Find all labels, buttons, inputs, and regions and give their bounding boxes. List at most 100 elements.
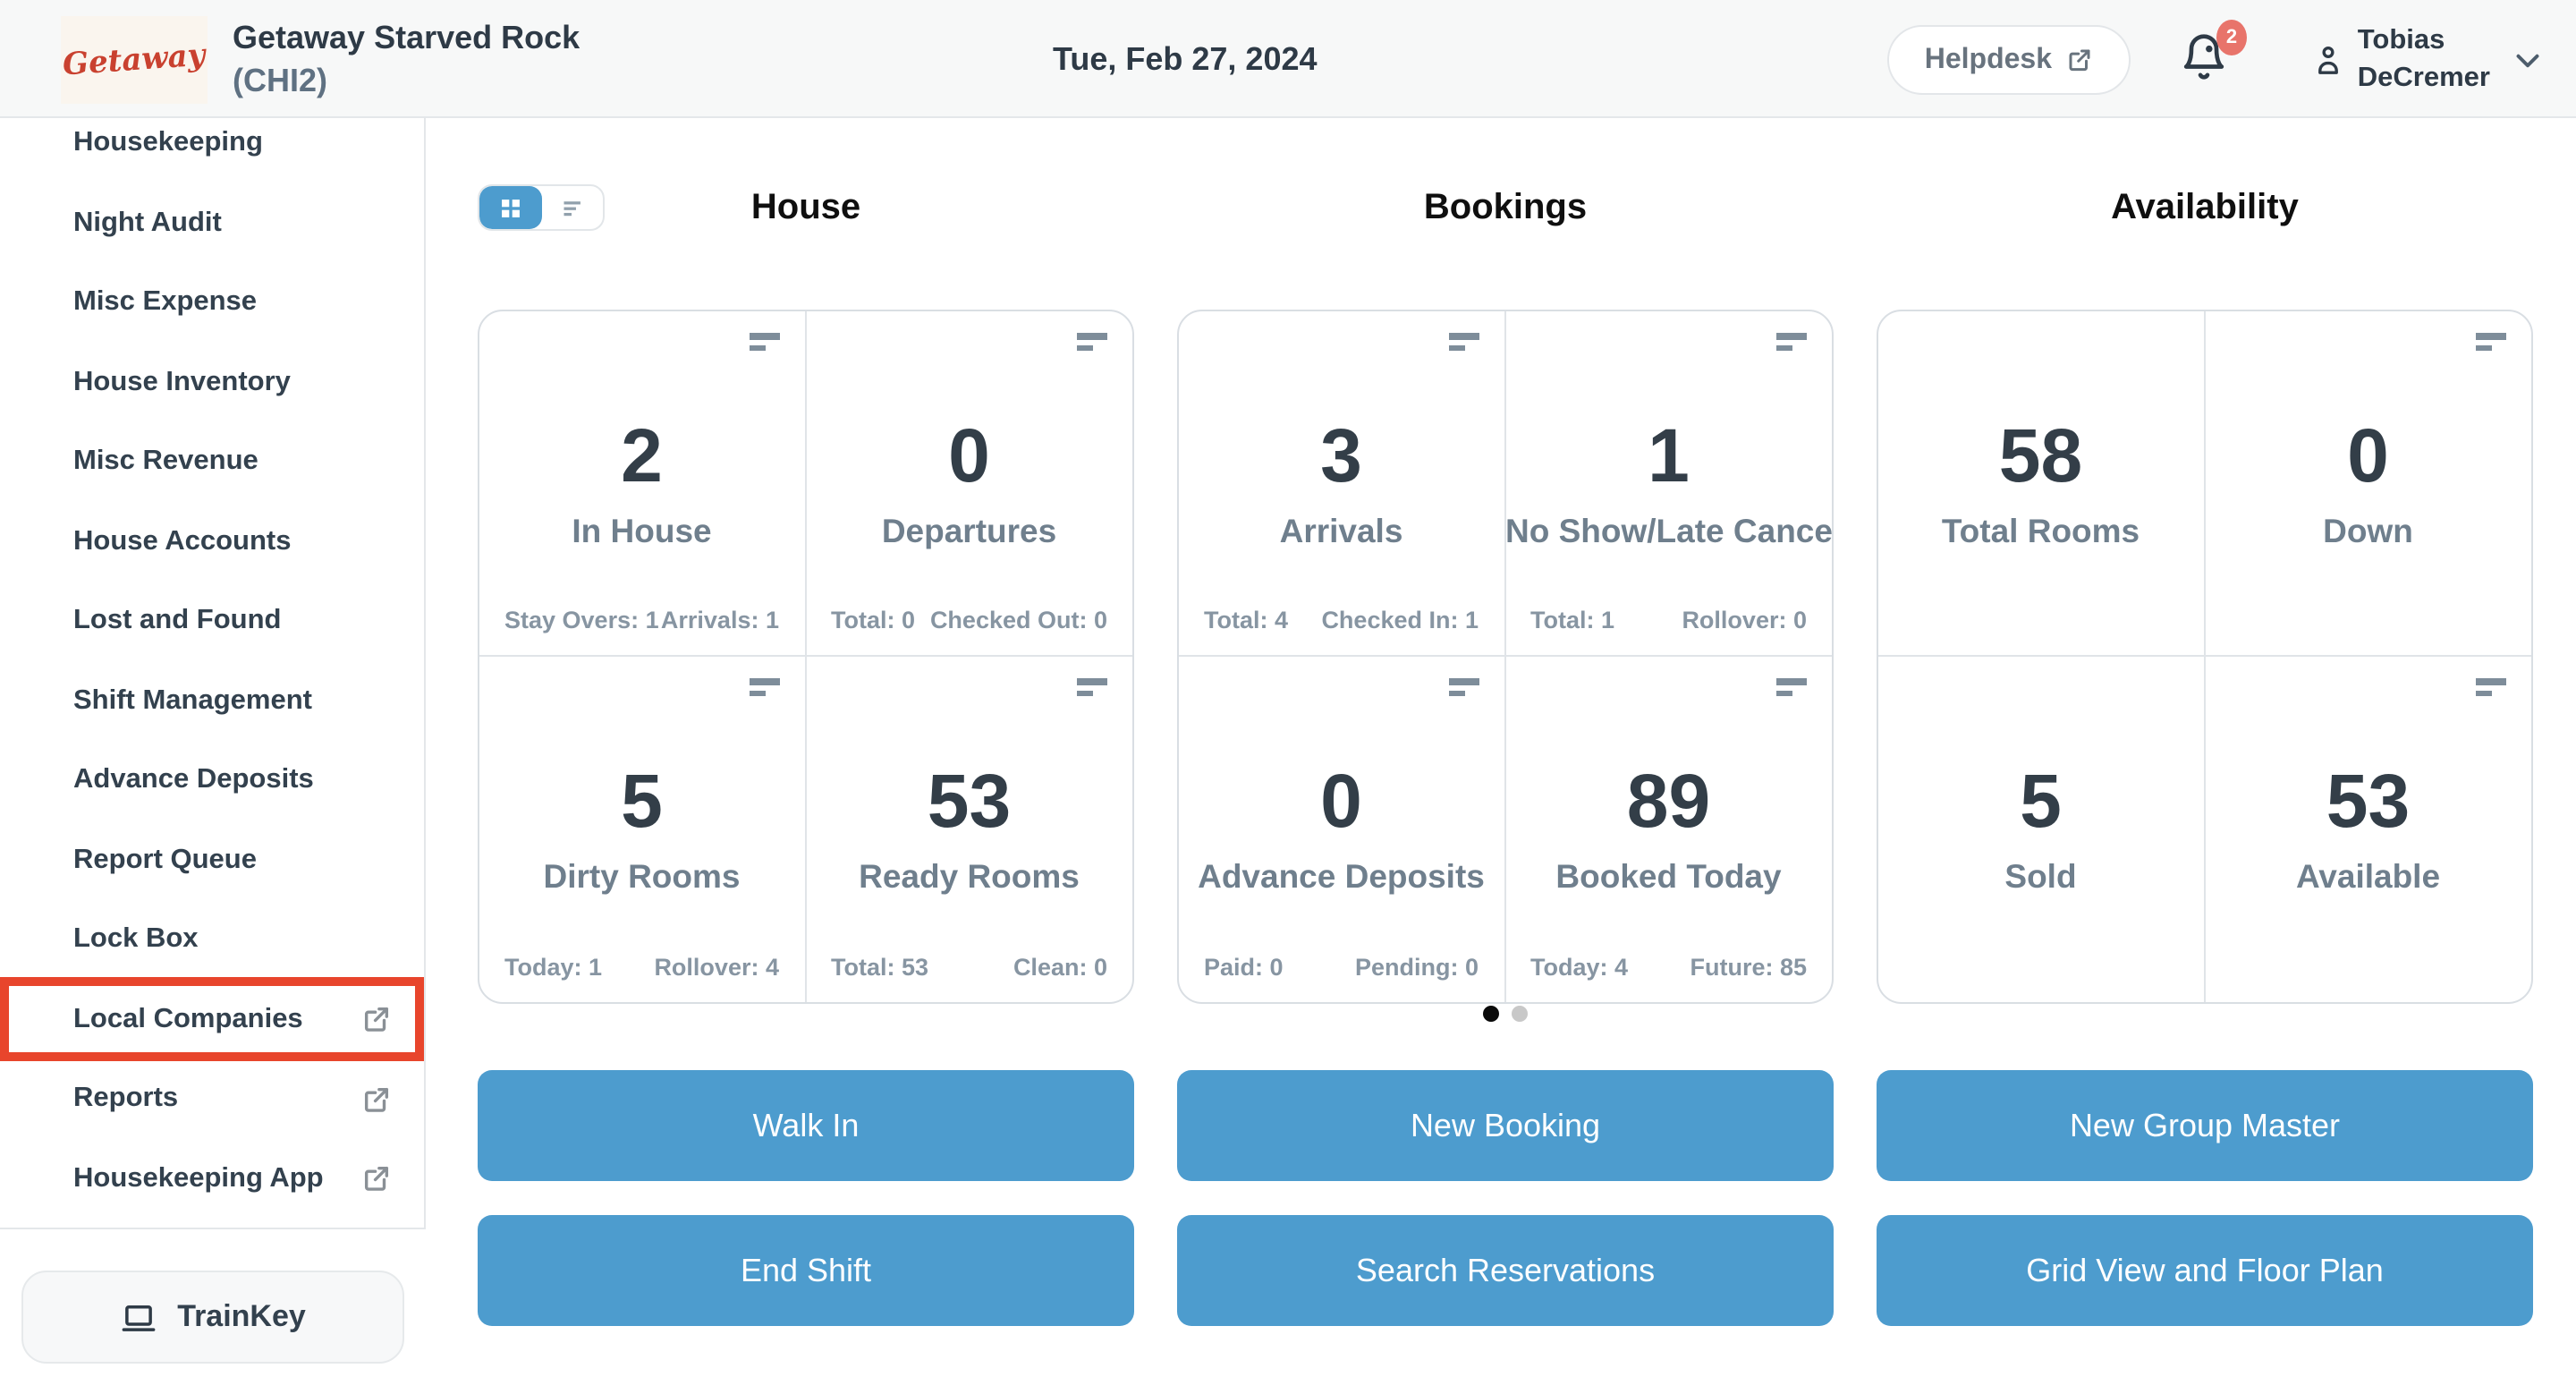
sidebar-item-label: Shift Management <box>73 684 312 715</box>
search-reservations-button[interactable]: Search Reservations <box>1177 1215 1834 1326</box>
stat-cell-departures[interactable]: 0 Departures Total: 0 Checked Out: 0 <box>806 311 1132 657</box>
chart-bars-icon[interactable] <box>749 678 779 696</box>
chart-bars-icon[interactable] <box>1077 678 1107 696</box>
property-title: Getaway Starved Rock (CHI2) <box>233 16 580 102</box>
pagination-dot-2[interactable] <box>1512 1006 1528 1022</box>
external-link-icon <box>361 1084 392 1114</box>
stat-substats: Paid: 0 Pending: 0 <box>1204 954 1479 981</box>
chart-bars-icon[interactable] <box>749 333 779 351</box>
chart-bars-icon[interactable] <box>1077 333 1107 351</box>
grid-view-button[interactable] <box>479 186 541 229</box>
section-title: Bookings <box>1423 187 1588 226</box>
sidebar-item-local-companies[interactable]: Local Companies <box>0 977 424 1061</box>
stat-label: Advance Deposits <box>1198 857 1485 895</box>
brand-logo[interactable]: Getaway <box>61 16 208 104</box>
stat-substats: Total: 4 Checked In: 1 <box>1204 607 1479 633</box>
stat-cell-advance-deposits[interactable]: 0 Advance Deposits Paid: 0 Pending: 0 <box>1179 657 1505 1002</box>
substat-right: Future: 85 <box>1690 954 1807 981</box>
stat-cell-in-house[interactable]: 2 In House Stay Overs: 1 Arrivals: 1 <box>479 311 806 657</box>
sidebar-item-label: House Inventory <box>73 366 291 396</box>
top-header: Getaway Getaway Starved Rock (CHI2) Tue,… <box>0 0 2576 118</box>
stat-cell-available[interactable]: 53 Available <box>2205 657 2531 1002</box>
sidebar-item-misc-revenue[interactable]: Misc Revenue <box>0 437 424 487</box>
substat-left: Total: 53 <box>831 954 929 981</box>
stat-cell-arrivals[interactable]: 3 Arrivals Total: 4 Checked In: 1 <box>1179 311 1505 657</box>
substat-left: Today: 4 <box>1530 954 1629 981</box>
sidebar-item-house-inventory[interactable]: House Inventory <box>0 357 424 407</box>
stat-cell-dirty-rooms[interactable]: 5 Dirty Rooms Today: 1 Rollover: 4 <box>479 657 806 1002</box>
section-bookings: Bookings 3 Arrivals Total: 4 Checked In: 1 1 N… <box>1177 184 1834 1004</box>
sidebar-item-misc-expense[interactable]: Misc Expense <box>0 277 424 327</box>
section-house: House 2 In House Stay Overs: 1 Arrivals: 1 0 D… <box>478 184 1134 1004</box>
stat-cell-booked-today[interactable]: 89 Booked Today Today: 4 Future: 85 <box>1505 657 1832 1002</box>
laptop-icon <box>120 1298 157 1336</box>
stat-substats: Total: 0 Checked Out: 0 <box>831 607 1107 633</box>
substat-right: Rollover: 0 <box>1682 607 1807 633</box>
chart-bars-icon[interactable] <box>2476 333 2506 351</box>
notifications-button[interactable]: 2 <box>2179 20 2247 93</box>
stat-cell-ready-rooms[interactable]: 53 Ready Rooms Total: 53 Clean: 0 <box>806 657 1132 1002</box>
sidebar-item-label: Misc Revenue <box>73 446 258 476</box>
helpdesk-label: Helpdesk <box>1924 44 2052 74</box>
stat-value: 53 <box>2326 759 2411 843</box>
stat-label: Booked Today <box>1555 857 1782 895</box>
stat-cell-sold[interactable]: 5 Sold <box>1878 657 2205 1002</box>
chart-bars-icon[interactable] <box>1776 678 1807 696</box>
chart-bars-icon[interactable] <box>1776 333 1807 351</box>
sidebar-footer: TrainKey <box>0 1228 426 1394</box>
trainkey-button[interactable]: TrainKey <box>21 1271 404 1364</box>
sidebar-item-label: Lost and Found <box>73 605 282 635</box>
stat-cell-down[interactable]: 0 Down <box>2205 311 2531 657</box>
sidebar-item-label: Report Queue <box>73 844 257 874</box>
new-group-master-button[interactable]: New Group Master <box>1877 1070 2533 1181</box>
sidebar-item-report-queue[interactable]: Report Queue <box>0 835 424 885</box>
substat-left: Total: 1 <box>1530 607 1614 633</box>
pagination-dot-1[interactable] <box>1483 1006 1499 1022</box>
section-title: House <box>750 187 861 226</box>
substat-right: Checked Out: 0 <box>929 607 1107 633</box>
sidebar-item-lock-box[interactable]: Lock Box <box>0 914 424 965</box>
substat-left: Stay Overs: 1 <box>504 607 659 633</box>
sidebar-item-reports[interactable]: Reports <box>0 1074 424 1124</box>
chart-bars-icon[interactable] <box>2476 678 2506 696</box>
new-booking-button[interactable]: New Booking <box>1177 1070 1834 1181</box>
stat-cell-no-show-late-cancel[interactable]: 1 No Show/Late Cancel Total: 1 Rollover: 0 <box>1505 311 1832 657</box>
chart-bars-icon[interactable] <box>1448 333 1479 351</box>
sidebar-item-shift-management[interactable]: Shift Management <box>0 676 424 726</box>
sidebar-item-housekeeping-app[interactable]: Housekeeping App <box>0 1153 424 1203</box>
sidebar-item-label: Misc Expense <box>73 286 258 317</box>
stat-value: 5 <box>2020 759 2062 843</box>
property-code: (CHI2) <box>233 63 327 98</box>
chevron-down-icon[interactable] <box>2512 45 2544 77</box>
sidebar-item-label: Housekeeping App <box>73 1162 324 1193</box>
view-toggle <box>478 184 605 231</box>
notification-badge: 2 <box>2216 20 2247 55</box>
stat-card: 58 Total Rooms 0 Down 5 Sold 53 Available <box>1877 310 2533 1004</box>
sidebar-item-label: Lock Box <box>73 923 199 954</box>
substat-left: Total: 4 <box>1204 607 1288 633</box>
walk-in-button[interactable]: Walk In <box>478 1070 1134 1181</box>
stat-value: 53 <box>927 759 1012 843</box>
sidebar-nav: Housekeeping Night Audit Misc Expense House… <box>0 118 424 1203</box>
sidebar-item-night-audit[interactable]: Night Audit <box>0 198 424 248</box>
helpdesk-button[interactable]: Helpdesk <box>1886 25 2131 95</box>
sidebar-item-advance-deposits[interactable]: Advance Deposits <box>0 755 424 805</box>
substat-left: Today: 1 <box>504 954 603 981</box>
stat-label: In House <box>572 512 712 549</box>
sidebar-item-lost-and-found[interactable]: Lost and Found <box>0 596 424 646</box>
grid-view-and-floor-plan-button[interactable]: Grid View and Floor Plan <box>1877 1215 2533 1326</box>
stat-value: 3 <box>1320 413 1362 497</box>
stat-label: Available <box>2295 857 2441 895</box>
sidebar-item-housekeeping[interactable]: Housekeeping <box>0 118 424 168</box>
property-name: Getaway Starved Rock <box>233 20 580 55</box>
user-menu[interactable]: Tobias DeCremer <box>2313 21 2490 97</box>
stat-value: 0 <box>1320 759 1362 843</box>
stat-cell-total-rooms[interactable]: 58 Total Rooms <box>1878 311 2205 657</box>
list-view-button[interactable] <box>541 186 603 229</box>
sidebar-item-label: Housekeeping <box>73 127 263 157</box>
end-shift-button[interactable]: End Shift <box>478 1215 1134 1326</box>
chart-bars-icon[interactable] <box>1448 678 1479 696</box>
stat-label: Departures <box>881 512 1057 549</box>
sidebar-item-house-accounts[interactable]: House Accounts <box>0 516 424 566</box>
stat-label: Ready Rooms <box>859 857 1080 895</box>
